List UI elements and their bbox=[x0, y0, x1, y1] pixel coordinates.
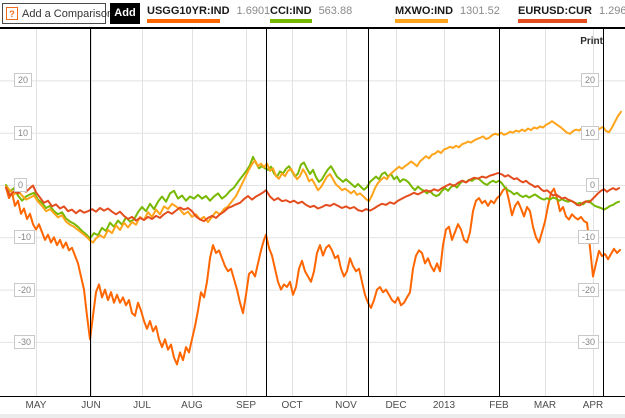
series-line-eurusd-cur bbox=[5, 172, 620, 223]
add-comparison-placeholder: Add a Comparison bbox=[22, 7, 114, 20]
x-axis-label-jul: JUL bbox=[133, 400, 151, 411]
chart-plot-area[interactable]: 20 20 10 10 0 0 -10 -10 -20 -20 -30 -30 Print bbox=[0, 28, 625, 397]
x-axis-label-2013: 2013 bbox=[432, 400, 456, 411]
legend-ticker: CCI:IND bbox=[270, 5, 312, 17]
legend-value: 1.296 bbox=[598, 5, 625, 17]
legend-color-bar bbox=[270, 19, 312, 23]
chart-toolbar: ? Add a Comparison Add USGG10YR:IND 1.690… bbox=[0, 0, 625, 28]
x-axis-label-jun: JUN bbox=[81, 400, 101, 411]
legend-ticker: EURUSD:CUR bbox=[518, 5, 592, 17]
x-axis-label-nov: NOV bbox=[335, 400, 357, 411]
chart-canvas bbox=[0, 28, 625, 397]
y-tick-right: -10 bbox=[577, 230, 599, 245]
y-tick-left: -10 bbox=[14, 230, 36, 245]
legend-item-eurusd-cur[interactable]: EURUSD:CUR 1.296 bbox=[518, 5, 625, 23]
add-button[interactable]: Add bbox=[110, 3, 140, 24]
series-line-mxwo-ind bbox=[5, 110, 622, 244]
x-axis-label-sep: SEP bbox=[235, 400, 257, 411]
x-axis-label-may: MAY bbox=[25, 400, 47, 411]
series-line-usgg10yr-ind bbox=[5, 186, 621, 366]
legend-ticker: USGG10YR:IND bbox=[147, 5, 230, 17]
x-axis-label-mar: MAR bbox=[533, 400, 557, 411]
series-line-cci-ind bbox=[5, 155, 620, 240]
y-tick-right: 0 bbox=[585, 178, 599, 192]
legend-color-bar bbox=[518, 19, 587, 23]
legend-color-bar bbox=[395, 19, 448, 23]
y-tick-left: 0 bbox=[14, 178, 28, 192]
legend-value: 563.88 bbox=[318, 5, 353, 17]
y-tick-left: 10 bbox=[14, 125, 33, 140]
x-axis-label-oct: OCT bbox=[281, 400, 303, 411]
x-axis-label-apr: APR bbox=[582, 400, 604, 411]
print-link[interactable]: Print bbox=[580, 36, 603, 47]
y-tick-left: -30 bbox=[14, 334, 36, 349]
legend-value: 1301.52 bbox=[460, 5, 500, 17]
x-axis-label-aug: AUG bbox=[181, 400, 203, 411]
y-tick-right: -30 bbox=[577, 334, 599, 349]
x-axis-label-dec: DEC bbox=[385, 400, 407, 411]
y-tick-left: -20 bbox=[14, 282, 36, 297]
x-axis-labels: MAY JUN JUL AUG SEP OCT NOV DEC 2013 FEB MAR APR bbox=[0, 397, 625, 418]
y-tick-right: 20 bbox=[580, 73, 599, 88]
legend-item-cci-ind[interactable]: CCI:IND 563.88 bbox=[270, 5, 352, 23]
x-axis-label-feb: FEB bbox=[489, 400, 509, 411]
legend-color-bar bbox=[147, 19, 220, 23]
legend-ticker: MXWO:IND bbox=[395, 5, 454, 17]
bottom-divider bbox=[0, 414, 625, 418]
legend-item-mxwo-ind[interactable]: MXWO:IND 1301.52 bbox=[395, 5, 500, 23]
legend-value: 1.6901 bbox=[236, 5, 271, 17]
legend-item-usgg10yr-ind[interactable]: USGG10YR:IND 1.6901 bbox=[147, 5, 270, 23]
help-icon: ? bbox=[6, 7, 18, 20]
add-comparison-input[interactable]: ? Add a Comparison bbox=[2, 3, 113, 24]
y-tick-left: 20 bbox=[14, 73, 33, 88]
y-tick-right: -20 bbox=[577, 282, 599, 297]
y-tick-right: 10 bbox=[580, 125, 599, 140]
